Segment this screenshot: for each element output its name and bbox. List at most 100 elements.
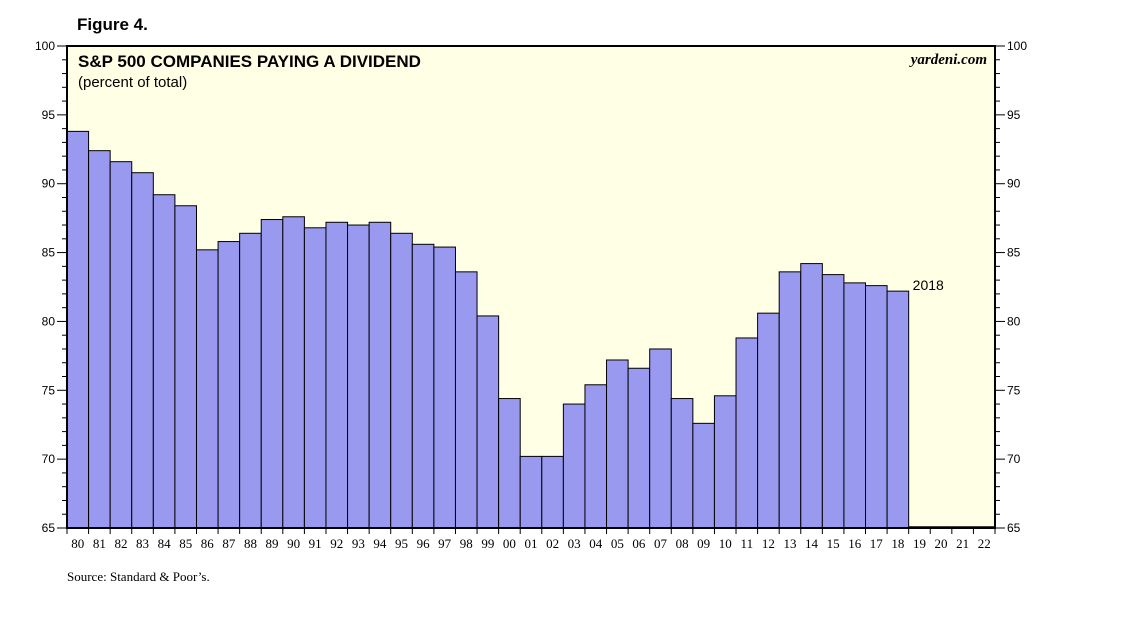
y-tick-label-left: 95: [42, 108, 56, 122]
x-tick-label-86: 86: [201, 536, 215, 551]
bar-06: [627, 367, 651, 529]
x-tick-label-12: 12: [762, 536, 775, 551]
x-tick-label-19: 19: [913, 536, 926, 551]
bar-18: [886, 290, 910, 529]
x-tick-label-05: 05: [611, 536, 624, 551]
bar-88: [239, 232, 262, 529]
plot-frame: [66, 45, 996, 529]
x-tick-label-97: 97: [438, 536, 452, 551]
bar-84: [152, 194, 176, 529]
y-tick-label-right: 100: [1007, 39, 1027, 53]
bar-96: [411, 243, 435, 529]
x-tick-label-81: 81: [93, 536, 106, 551]
bar-15: [821, 274, 845, 529]
bar-81: [88, 150, 111, 529]
x-tick-label-91: 91: [309, 536, 322, 551]
bar-86: [195, 249, 219, 529]
x-tick-label-14: 14: [805, 536, 819, 551]
bar-03: [562, 403, 586, 529]
x-tick-label-08: 08: [676, 536, 689, 551]
bar-13: [778, 271, 802, 529]
bar-16: [843, 282, 867, 529]
y-tick-label-right: 75: [1007, 383, 1021, 397]
x-tick-label-09: 09: [697, 536, 710, 551]
x-tick-label-04: 04: [589, 536, 603, 551]
y-tick-label-left: 85: [42, 246, 56, 260]
x-tick-label-98: 98: [460, 536, 473, 551]
x-tick-label-95: 95: [395, 536, 408, 551]
y-tick-label-right: 70: [1007, 452, 1021, 466]
bar-09: [692, 422, 715, 529]
bar-07: [649, 348, 672, 529]
bar-85: [174, 205, 197, 529]
figure-label: Figure 4.: [77, 15, 148, 34]
x-tick-label-96: 96: [417, 536, 431, 551]
bar-80: [66, 130, 90, 529]
bars-group: [66, 130, 995, 529]
x-tick-label-22: 22: [978, 536, 991, 551]
bar-10: [713, 395, 737, 529]
x-tick-label-16: 16: [848, 536, 862, 551]
source-note: Source: Standard & Poor’s.: [67, 569, 210, 584]
bar-99: [476, 315, 500, 529]
bar-91: [303, 227, 327, 529]
bar-14: [800, 263, 823, 529]
x-tick-label-07: 07: [654, 536, 668, 551]
x-tick-label-15: 15: [827, 536, 840, 551]
bar-94: [368, 221, 392, 529]
x-tick-label-94: 94: [373, 536, 387, 551]
y-tick-label-right: 85: [1007, 246, 1021, 260]
x-tick-label-93: 93: [352, 536, 365, 551]
x-tick-label-18: 18: [891, 536, 904, 551]
x-tick-label-85: 85: [179, 536, 192, 551]
y-tick-label-left: 100: [35, 39, 55, 53]
bar-04: [584, 384, 608, 529]
x-tick-label-02: 02: [546, 536, 559, 551]
chart-subtitle: (percent of total): [78, 74, 187, 91]
x-tick-label-10: 10: [719, 536, 732, 551]
x-tick-label-21: 21: [956, 536, 969, 551]
bar-02: [541, 455, 564, 529]
bar-17: [865, 285, 888, 529]
y-tick-label-right: 95: [1007, 108, 1021, 122]
bar-95: [390, 232, 413, 529]
bar-00: [498, 398, 521, 529]
x-tick-label-03: 03: [568, 536, 581, 551]
x-tick-label-88: 88: [244, 536, 257, 551]
y-tick-label-left: 70: [42, 452, 56, 466]
y-tick-label-right: 90: [1007, 177, 1021, 191]
chart-title: S&P 500 COMPANIES PAYING A DIVIDEND: [78, 52, 421, 71]
x-tick-label-89: 89: [266, 536, 279, 551]
x-tick-label-13: 13: [783, 536, 796, 551]
x-tick-label-06: 06: [632, 536, 646, 551]
x-tick-label-83: 83: [136, 536, 149, 551]
bar-98: [454, 271, 478, 529]
bar-11: [735, 337, 759, 529]
bar-08: [670, 398, 694, 529]
bar-12: [757, 312, 780, 529]
y-tick-label-left: 80: [42, 314, 56, 328]
x-tick-label-99: 99: [481, 536, 494, 551]
y-tick-label-right: 80: [1007, 314, 1021, 328]
x-tick-label-90: 90: [287, 536, 300, 551]
bar-92: [325, 221, 349, 529]
x-tick-label-84: 84: [158, 536, 172, 551]
x-tick-label-87: 87: [222, 536, 236, 551]
bar-05: [606, 359, 629, 529]
watermark: yardeni.com: [909, 52, 987, 68]
x-tick-label-92: 92: [330, 536, 343, 551]
x-tick-label-20: 20: [935, 536, 948, 551]
y-tick-label-right: 65: [1007, 521, 1021, 535]
x-tick-label-80: 80: [71, 536, 84, 551]
bar-82: [109, 161, 133, 529]
bar-90: [282, 216, 305, 529]
x-tick-label-82: 82: [114, 536, 127, 551]
x-tick-label-17: 17: [870, 536, 884, 551]
annotation-label: 2018: [913, 277, 944, 293]
bar-87: [217, 241, 241, 529]
x-tick-label-01: 01: [525, 536, 538, 551]
y-tick-label-left: 75: [42, 383, 56, 397]
y-tick-label-left: 90: [42, 177, 56, 191]
